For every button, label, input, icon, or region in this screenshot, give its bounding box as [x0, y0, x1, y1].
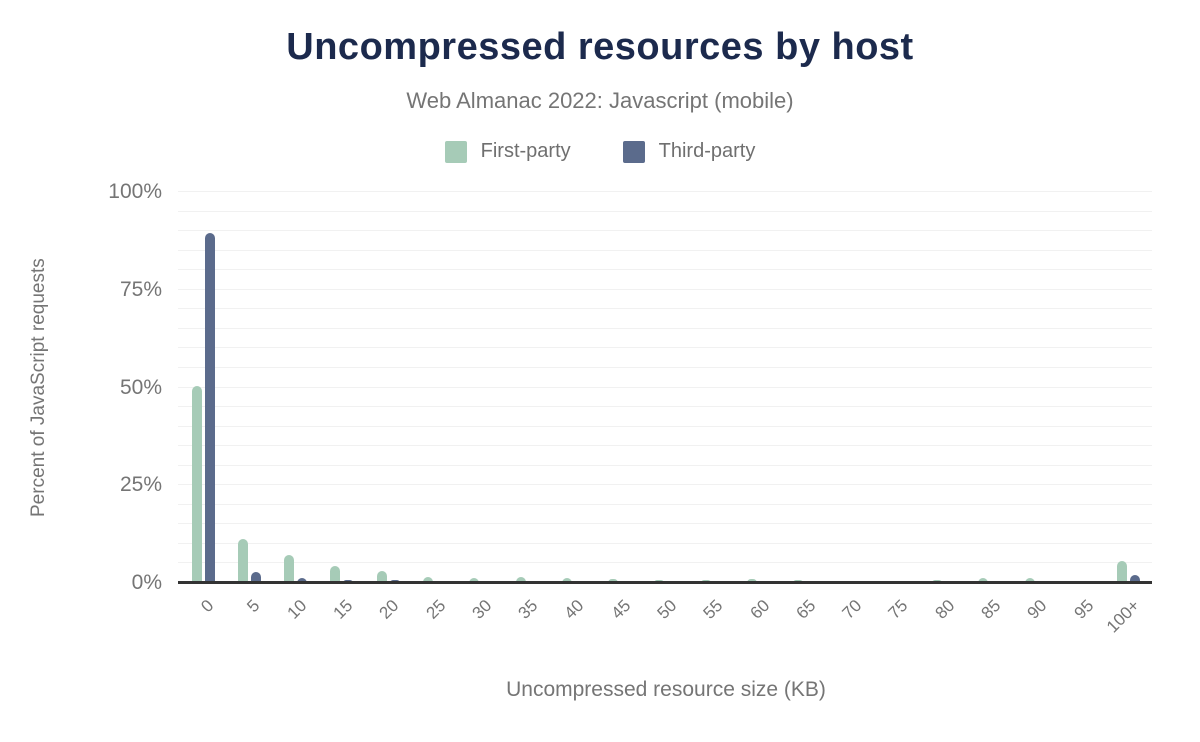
bar-first-party-85[interactable]: [978, 578, 989, 583]
bar-first-party-20[interactable]: [376, 570, 387, 583]
bar-group-20: [365, 192, 411, 583]
legend: First-party Third-party: [0, 140, 1200, 163]
y-tick-label-75: 75%: [119, 277, 162, 301]
plot-area: [178, 191, 1152, 584]
bar-third-party-100+[interactable]: [1130, 574, 1141, 583]
gridline-10: [178, 542, 1152, 544]
gridline-35: [178, 445, 1152, 447]
bar-group-80: [921, 192, 967, 583]
bar-group-45: [597, 192, 643, 583]
gridline-25: [178, 484, 1152, 486]
y-tick-label-0: 0%: [131, 571, 162, 594]
gridline-85: [178, 249, 1152, 251]
bar-first-party-5[interactable]: [237, 538, 248, 583]
y-axis-ticks: 0% 25% 50% 75% 100%: [60, 180, 162, 594]
x-axis-title: Uncompressed resource size (KB): [506, 678, 826, 701]
bar-third-party-0[interactable]: [204, 233, 215, 583]
bar-first-party-0[interactable]: [191, 385, 202, 583]
bar-third-party-5[interactable]: [250, 572, 261, 583]
x-axis-ticks: 0 5 10 15 20 25 30 35 40 45 50 55 60 65 70 75 80 85 90 95 10…: [180, 585, 1152, 655]
bar-group-0: [180, 192, 226, 583]
bar-first-party-90[interactable]: [1024, 577, 1035, 583]
bar-group-15: [319, 192, 365, 583]
bar-group-10: [273, 192, 319, 583]
x-axis-baseline: [178, 581, 1152, 584]
bar-first-party-100+[interactable]: [1117, 561, 1128, 583]
bar-first-party-15[interactable]: [330, 565, 341, 583]
bar-group-55: [689, 192, 735, 583]
y-tick-label-25: 25%: [119, 473, 162, 497]
bar-group-50: [643, 192, 689, 583]
bar-group-25: [411, 192, 457, 583]
bar-group-70: [828, 192, 874, 583]
gridline-100: [178, 191, 1152, 192]
gridline-30: [178, 464, 1152, 466]
bar-group-40: [550, 192, 596, 583]
gridline-5: [178, 562, 1152, 564]
bar-first-party-35[interactable]: [515, 577, 526, 583]
y-tick-label-100: 100%: [108, 180, 162, 203]
y-tick-label-50: 50%: [119, 375, 162, 399]
legend-label-third-party: Third-party: [658, 140, 756, 162]
bar-group-60: [735, 192, 781, 583]
first-party-swatch-icon: [444, 140, 467, 163]
bar-group-100+: [1106, 192, 1152, 583]
bar-group-75: [874, 192, 920, 583]
y-axis-title: Percent of JavaScript requests: [28, 258, 49, 517]
bar-group-95: [1059, 192, 1105, 583]
bar-first-party-30[interactable]: [469, 577, 480, 583]
bar-group-85: [967, 192, 1013, 583]
gridline-75: [178, 288, 1152, 290]
bar-group-5: [226, 192, 272, 583]
bar-third-party-10[interactable]: [297, 577, 308, 583]
gridline-15: [178, 523, 1152, 525]
chart-subtitle: Web Almanac 2022: Javascript (mobile): [406, 88, 794, 113]
bar-group-90: [1013, 192, 1059, 583]
gridline-80: [178, 269, 1152, 271]
legend-item-first-party[interactable]: First-party: [444, 140, 571, 163]
legend-label-first-party: First-party: [480, 140, 571, 162]
bar-first-party-40[interactable]: [561, 578, 572, 583]
third-party-swatch-icon: [622, 140, 645, 163]
chart-title: Uncompressed resources by host: [286, 26, 914, 68]
bar-group-35: [504, 192, 550, 583]
gridline-70: [178, 308, 1152, 310]
bar-group-65: [782, 192, 828, 583]
gridline-55: [178, 366, 1152, 368]
legend-item-third-party[interactable]: Third-party: [622, 140, 756, 163]
gridline-20: [178, 503, 1152, 505]
gridline-95: [178, 210, 1152, 212]
gridline-90: [178, 230, 1152, 232]
gridline-60: [178, 347, 1152, 349]
gridline-45: [178, 406, 1152, 408]
bar-first-party-25[interactable]: [423, 576, 434, 583]
gridline-50: [178, 386, 1152, 388]
bar-group-30: [458, 192, 504, 583]
gridline-40: [178, 425, 1152, 427]
bar-first-party-10[interactable]: [284, 554, 295, 583]
gridline-65: [178, 327, 1152, 329]
